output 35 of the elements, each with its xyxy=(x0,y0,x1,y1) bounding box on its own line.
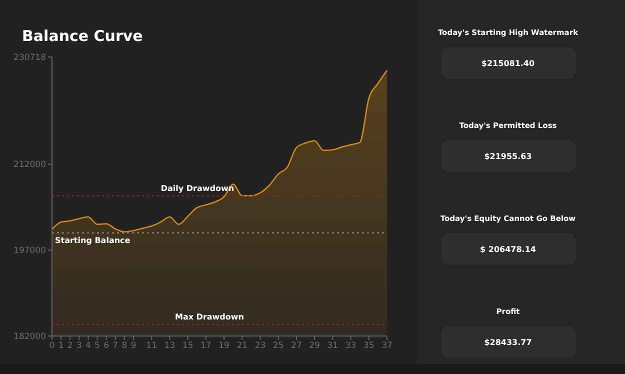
x-tick-label: 2 xyxy=(67,341,73,351)
x-tick-label: 17 xyxy=(200,341,212,351)
chart-title: Balance Curve xyxy=(22,27,143,45)
x-tick-label: 15 xyxy=(182,341,194,351)
y-tick-label: 197000 xyxy=(14,246,46,256)
ref-line-label: Max Drawdown xyxy=(175,312,244,322)
y-tick-label: 182000 xyxy=(14,332,46,342)
x-tick-label: 21 xyxy=(236,341,248,351)
x-tick-label: 29 xyxy=(309,341,320,351)
x-tick-label: 23 xyxy=(254,341,266,351)
x-tick-label: 13 xyxy=(164,341,176,351)
x-tick-label: 31 xyxy=(327,341,338,351)
text: $28433.77 xyxy=(484,338,532,347)
x-tick-label: 27 xyxy=(291,341,302,351)
x-tick-label: 35 xyxy=(363,341,374,351)
y-tick-label: 212000 xyxy=(14,160,46,170)
ref-line-label: Starting Balance xyxy=(55,236,131,245)
text: $215081.40 xyxy=(481,58,535,68)
x-tick-label: 25 xyxy=(272,341,284,351)
x-tick-label: 33 xyxy=(345,341,356,351)
x-tick-label: 9 xyxy=(130,341,136,351)
text: $ 206478.14 xyxy=(480,244,536,254)
x-tick-label: 7 xyxy=(112,341,118,351)
x-tick-label: 4 xyxy=(86,341,91,351)
x-tick-label: 0 xyxy=(49,341,55,351)
x-tick-label: 19 xyxy=(218,341,230,351)
x-tick-label: 11 xyxy=(146,341,158,351)
x-tick-label: 3 xyxy=(76,341,82,351)
x-tick-label: 6 xyxy=(104,341,110,351)
x-tick-label: 37 xyxy=(382,341,392,351)
text: $21955.63 xyxy=(484,152,532,161)
x-tick-label: 5 xyxy=(94,341,100,351)
x-tick-label: 8 xyxy=(122,341,128,351)
y-tick-label: 230718 xyxy=(14,52,46,63)
x-tick-label: 1 xyxy=(58,341,64,351)
